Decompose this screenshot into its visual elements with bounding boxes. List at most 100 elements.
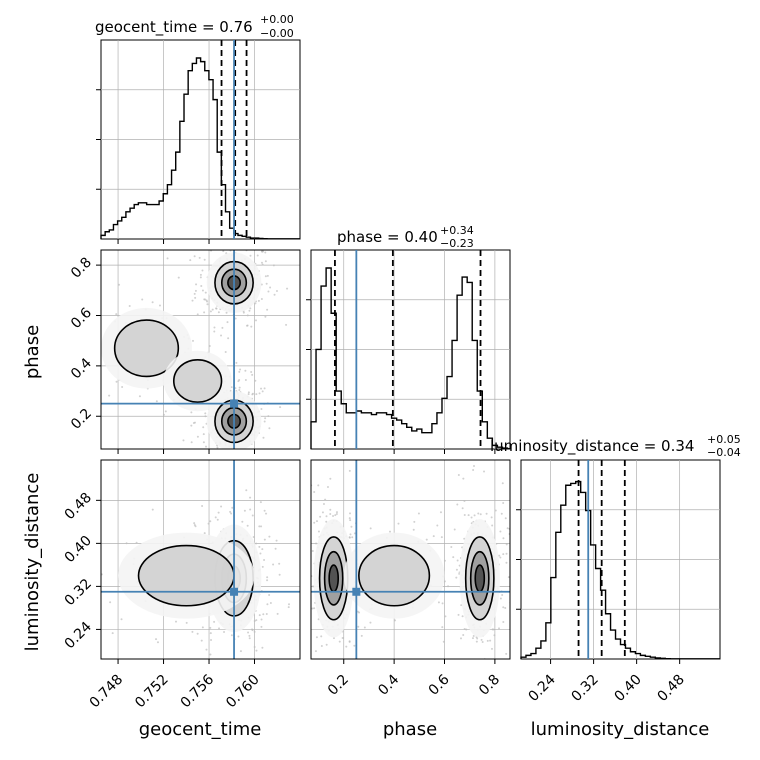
- scatter-point: [201, 269, 204, 272]
- title-phase: phase = 0.40: [337, 228, 438, 246]
- scatter-point: [199, 273, 202, 276]
- xlabel-luminosity-distance: luminosity_distance: [531, 719, 710, 740]
- scatter-point: [267, 290, 270, 293]
- scatter-point: [255, 619, 258, 622]
- scatter-point: [263, 387, 266, 390]
- scatter-point: [348, 536, 351, 539]
- xtick-label-luminosity_distance: 0.32: [568, 672, 601, 705]
- density-panel-phase-luminosity_distance: [304, 459, 511, 709]
- scatter-point: [325, 520, 328, 523]
- scatter-point: [481, 674, 483, 676]
- scatter-point: [476, 637, 479, 640]
- histogram-geocent_time: [100, 57, 300, 240]
- scatter-point: [320, 645, 323, 648]
- xtick-label-luminosity_distance: 0.48: [655, 672, 688, 705]
- scatter-point: [164, 410, 167, 413]
- scatter-point: [477, 512, 480, 515]
- scatter-point: [95, 538, 97, 540]
- scatter-point: [324, 498, 327, 501]
- scatter-point: [203, 258, 206, 261]
- scatter-point: [502, 553, 505, 556]
- scatter-point: [272, 264, 275, 267]
- scatter-point: [250, 371, 253, 374]
- scatter-point: [397, 522, 400, 525]
- scatter-point: [239, 650, 242, 653]
- scatter-point: [348, 640, 351, 643]
- scatter-point: [251, 514, 254, 517]
- corner-panels: 0.748 0.752 0.756 0.760 0.2 0.4 0.6 0.8 0.24 0.32…: [62, 39, 721, 711]
- scatter-point: [191, 630, 194, 633]
- scatter-point: [232, 246, 234, 248]
- scatter-point: [502, 606, 505, 609]
- title-luminosity-distance-plus: +0.05: [707, 433, 741, 446]
- scatter-point: [326, 707, 328, 709]
- scatter-point: [193, 292, 196, 295]
- scatter-point: [214, 516, 217, 519]
- scatter-point: [155, 638, 158, 641]
- scatter-point: [252, 536, 255, 539]
- scatter-point: [219, 241, 221, 243]
- scatter-point: [241, 457, 243, 459]
- title-geocent-time-plus: +0.00: [260, 13, 294, 26]
- scatter-point: [505, 552, 508, 555]
- scatter-point: [314, 650, 317, 653]
- scatter-point: [224, 661, 226, 663]
- scatter-point: [258, 614, 261, 617]
- scatter-point: [257, 299, 260, 302]
- scatter-point: [251, 451, 253, 453]
- scatter-point: [275, 290, 278, 293]
- truth-marker: [352, 587, 361, 596]
- scatter-point: [201, 505, 204, 508]
- scatter-point: [341, 636, 344, 639]
- scatter-point: [155, 400, 158, 403]
- scatter-point: [348, 469, 351, 472]
- scatter-point: [249, 307, 252, 310]
- scatter-point: [185, 621, 188, 624]
- xtick-label-phase: 0.6: [426, 672, 453, 699]
- scatter-point: [304, 628, 306, 630]
- scatter-point: [394, 619, 397, 622]
- scatter-point: [502, 537, 505, 540]
- scatter-point: [357, 625, 360, 628]
- scatter-point: [315, 636, 318, 639]
- scatter-point: [349, 519, 352, 522]
- scatter-point: [335, 670, 337, 672]
- scatter-point: [494, 509, 497, 512]
- scatter-point: [443, 559, 446, 562]
- scatter-point: [189, 259, 192, 262]
- scatter-point: [493, 634, 496, 637]
- scatter-point: [329, 477, 332, 480]
- truth-marker: [230, 399, 239, 408]
- scatter-point: [334, 514, 337, 517]
- scatter-point: [501, 482, 504, 485]
- ytick-label-phase: 0.4: [68, 355, 95, 382]
- scatter-point: [266, 603, 269, 606]
- scatter-point: [234, 317, 237, 320]
- scatter-point: [264, 417, 267, 420]
- scatter-point: [261, 548, 264, 551]
- scatter-point: [251, 373, 254, 376]
- scatter-point: [265, 613, 268, 616]
- scatter-point: [177, 276, 180, 279]
- scatter-point: [442, 640, 445, 643]
- scatter-point: [158, 304, 161, 307]
- scatter-point: [241, 452, 243, 454]
- scatter-point: [227, 337, 230, 340]
- scatter-point: [322, 503, 325, 506]
- scatter-point: [265, 512, 268, 515]
- scatter-point: [412, 528, 415, 531]
- scatter-point: [204, 415, 207, 418]
- scatter-point: [241, 520, 244, 523]
- scatter-point: [317, 530, 320, 533]
- scatter-point: [363, 626, 366, 629]
- scatter-point: [238, 389, 241, 392]
- scatter-point: [202, 426, 205, 429]
- scatter-point: [108, 394, 111, 397]
- scatter-point: [504, 517, 507, 520]
- scatter-point: [463, 500, 466, 503]
- scatter-point: [196, 435, 199, 438]
- scatter-point: [193, 522, 196, 525]
- scatter-point: [249, 254, 252, 257]
- scatter-point: [258, 545, 261, 548]
